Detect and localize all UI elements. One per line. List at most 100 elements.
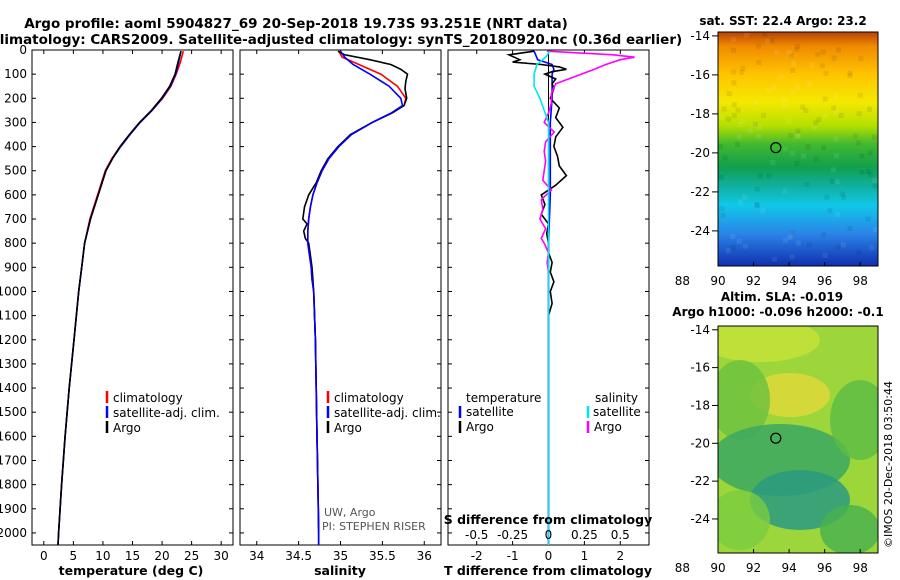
map-lat-tick-label: -18: [690, 107, 710, 121]
map-lon-tick-label: 98: [853, 561, 868, 575]
map-lat-tick-label: -20: [690, 436, 710, 450]
depth-tick-label: 1100: [0, 309, 27, 323]
sst-pixel: [867, 106, 873, 112]
sla-map-frame: [717, 325, 879, 554]
sst-pixel: [871, 134, 877, 140]
sst-pixel: [753, 100, 759, 106]
sst-pixel: [725, 247, 731, 253]
sst-pixel: [794, 84, 800, 90]
x-tick-label: -2: [471, 549, 483, 563]
sst-pixel: [752, 121, 758, 127]
sst-pixel: [765, 38, 771, 44]
sst-pixel: [847, 225, 853, 231]
depth-tick-label: 200: [4, 91, 27, 105]
title-line-2: Climatology: CARS2009. Satellite-adjuste…: [0, 32, 682, 48]
sst-pixel: [833, 93, 839, 99]
sst-pixel: [836, 47, 842, 53]
sst-pixel: [762, 32, 768, 38]
sst-pixel: [831, 55, 837, 61]
map-lat-tick-label: -14: [690, 29, 710, 43]
map-lat-tick-label: -16: [690, 68, 710, 82]
sst-pixel: [731, 113, 737, 119]
sst-pixel: [809, 62, 815, 68]
legend-s-argo-label: Argo: [594, 420, 622, 434]
sst-pixel: [719, 205, 725, 211]
sst-pixel: [756, 43, 762, 49]
s-difference-tick-label: -0.25: [497, 528, 528, 542]
sst-pixel: [859, 153, 865, 159]
sst-pixel: [827, 208, 833, 214]
map-lon-tick-label: 94: [781, 561, 796, 575]
sst-pixel: [865, 216, 871, 222]
salinity-argo-line: [301, 50, 409, 545]
salinity-diff-satellite-line: [533, 50, 551, 545]
temperature-diff-argo-line: [506, 50, 568, 545]
temperature-climatology-line: [57, 50, 185, 546]
difference-panel: -2 -1 0 1 2 T difference from climatology S …: [444, 49, 652, 578]
legend-satellite-label: satellite-adj. clim.: [334, 406, 441, 420]
sst-pixel: [769, 38, 775, 44]
sst-pixel: [726, 91, 732, 97]
sst-pixel: [795, 132, 801, 138]
sst-pixel: [794, 160, 800, 166]
depth-tick-label: 400: [4, 140, 27, 154]
map-lat-tick-label: -24: [690, 512, 710, 526]
sst-pixel: [757, 124, 763, 130]
sst-pixel: [795, 43, 801, 49]
x-tick-label: 25: [184, 549, 199, 563]
sst-pixel: [855, 140, 861, 146]
sla-title-line-2: Argo h1000: -0.096 h2000: -0.1: [672, 305, 883, 319]
sst-pixel: [795, 240, 801, 246]
argo-position-marker: [770, 142, 782, 154]
sst-pixel: [756, 60, 762, 66]
x-tick-label: 5: [70, 549, 78, 563]
depth-tick-label: 300: [4, 115, 27, 129]
sst-pixel: [730, 36, 736, 42]
salinity-x-ticks: 34 34.5 35 35.5 36: [249, 50, 432, 563]
sst-pixel: [839, 191, 845, 197]
sla-title-line-1: Altim. SLA: -0.019: [721, 290, 843, 304]
map-lon-tick-label: 92: [746, 274, 761, 288]
legend-argo-label: Argo: [113, 421, 141, 435]
map-lon-tick-label: 96: [817, 274, 832, 288]
sst-pixel: [742, 243, 748, 249]
depth-tick-label: 0: [19, 43, 27, 57]
difference-legend: temperature satellite Argo salinity sate…: [458, 391, 641, 434]
salinity-panel: 34 34.5 35 35.5 36 salinity climatology sate…: [239, 49, 442, 578]
sst-pixel: [803, 107, 809, 113]
sst-pixel: [737, 199, 743, 205]
sst-pixel: [730, 245, 736, 251]
x-tick-label: 0: [40, 549, 48, 563]
legend-satellite-label: satellite-adj. clim.: [113, 406, 220, 420]
sst-pixel: [789, 232, 795, 238]
sst-pixel: [867, 150, 873, 156]
sst-pixel: [735, 141, 741, 147]
sst-pixel: [731, 102, 737, 108]
sst-pixel: [819, 63, 825, 69]
sst-pixel: [789, 231, 795, 237]
temperature-x-ticks: 0 5 10 15 20 25 30: [40, 50, 229, 563]
sst-pixel: [757, 173, 763, 179]
sst-pixel: [736, 238, 742, 244]
legend-salinity-heading: salinity: [595, 391, 638, 405]
sst-pixel: [770, 159, 776, 165]
legend-temperature-heading: temperature: [466, 391, 541, 405]
sst-pixel: [740, 118, 746, 124]
sst-field: [718, 32, 878, 266]
sst-pixel: [822, 96, 828, 102]
depth-tick-label: 1400: [0, 381, 27, 395]
sst-pixel: [859, 169, 865, 175]
sst-pixel: [815, 51, 821, 57]
sst-map-frame: [717, 31, 879, 267]
sst-pixel: [840, 242, 846, 248]
sst-pixel: [789, 150, 795, 156]
sst-pixel: [841, 194, 847, 200]
s-difference-ticks: -0.5 -0.25 0 0.25 0.5: [465, 528, 630, 542]
sst-pixel: [791, 60, 797, 66]
sst-pixel: [856, 111, 862, 117]
sst-pixel: [831, 105, 837, 111]
map-lon-tick-label: 88: [675, 561, 690, 575]
sst-pixel: [720, 212, 726, 218]
sst-pixel: [742, 194, 748, 200]
sst-pixel: [821, 232, 827, 238]
